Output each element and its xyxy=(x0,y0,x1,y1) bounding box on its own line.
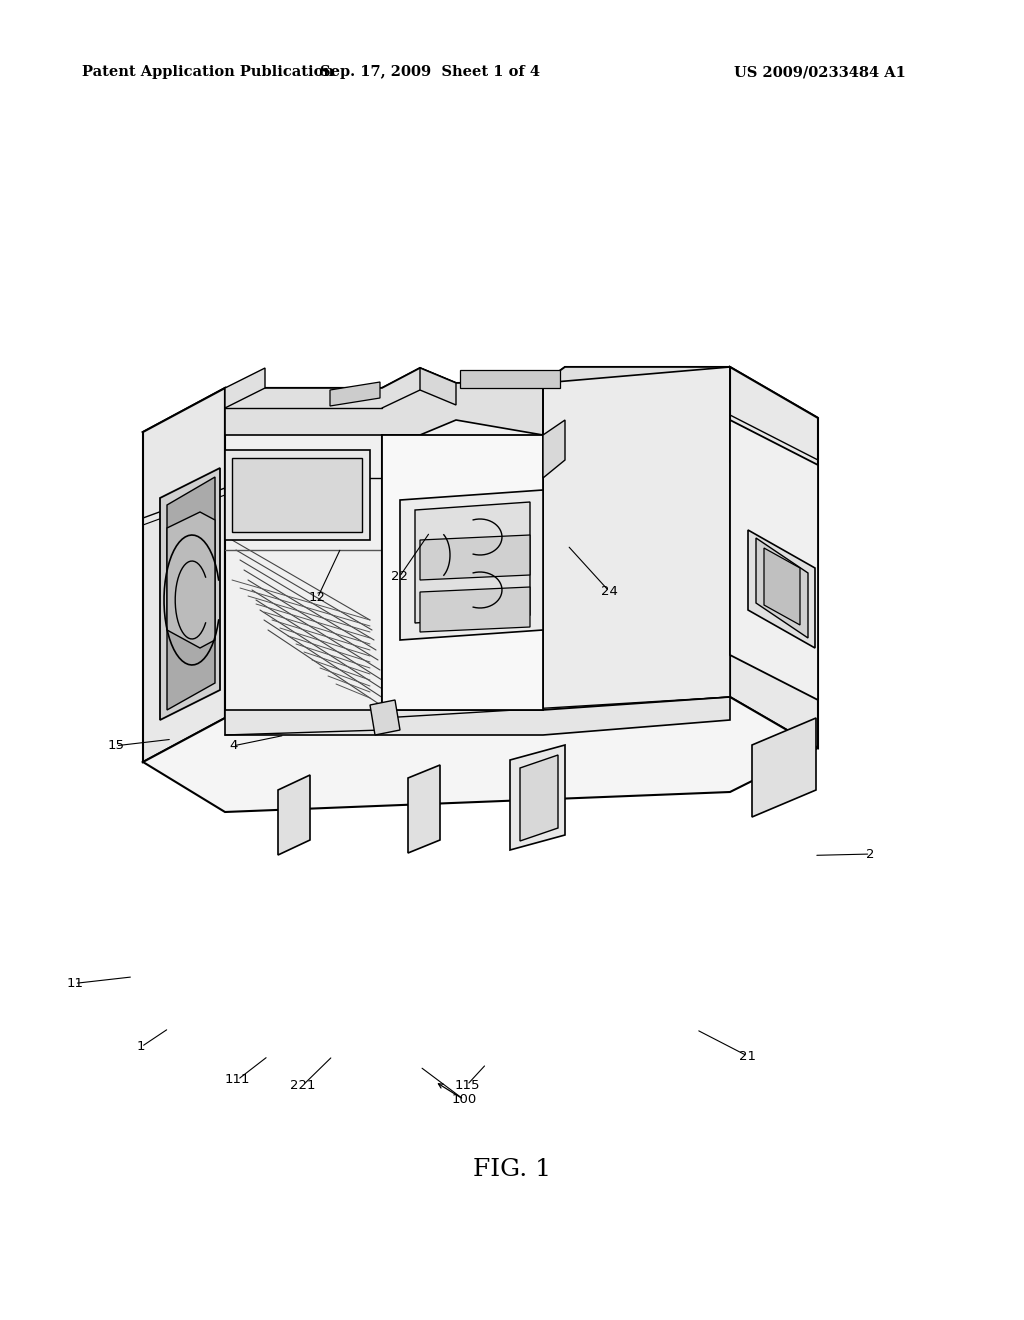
Text: 12: 12 xyxy=(309,591,326,605)
Polygon shape xyxy=(730,367,818,748)
Text: 115: 115 xyxy=(455,1078,479,1092)
Polygon shape xyxy=(510,744,565,850)
Polygon shape xyxy=(460,370,560,388)
Text: 11: 11 xyxy=(67,977,83,990)
Text: 221: 221 xyxy=(291,1078,315,1092)
Polygon shape xyxy=(420,587,530,632)
Polygon shape xyxy=(752,718,816,817)
Text: Sep. 17, 2009  Sheet 1 of 4: Sep. 17, 2009 Sheet 1 of 4 xyxy=(319,65,540,79)
Polygon shape xyxy=(225,388,382,718)
Polygon shape xyxy=(420,368,456,405)
Text: FIG. 1: FIG. 1 xyxy=(473,1159,551,1181)
Text: 22: 22 xyxy=(391,570,408,583)
Text: 2: 2 xyxy=(866,847,874,861)
Polygon shape xyxy=(160,469,220,719)
Polygon shape xyxy=(143,697,818,812)
Polygon shape xyxy=(400,490,543,640)
Polygon shape xyxy=(543,420,565,478)
Polygon shape xyxy=(764,548,800,624)
Text: 4: 4 xyxy=(229,739,238,752)
Polygon shape xyxy=(382,436,543,710)
Polygon shape xyxy=(520,755,558,841)
Polygon shape xyxy=(167,512,215,648)
Text: 100: 100 xyxy=(452,1093,476,1106)
Polygon shape xyxy=(756,539,808,638)
Text: 15: 15 xyxy=(108,739,124,752)
Polygon shape xyxy=(370,700,400,735)
Text: US 2009/0233484 A1: US 2009/0233484 A1 xyxy=(734,65,906,79)
Polygon shape xyxy=(278,775,310,855)
Polygon shape xyxy=(167,477,215,710)
Polygon shape xyxy=(143,367,818,478)
Polygon shape xyxy=(225,367,730,436)
Polygon shape xyxy=(543,367,730,710)
Text: 24: 24 xyxy=(601,585,617,598)
Polygon shape xyxy=(330,381,380,407)
Polygon shape xyxy=(225,450,370,540)
Polygon shape xyxy=(225,697,730,735)
Text: 21: 21 xyxy=(739,1049,756,1063)
Polygon shape xyxy=(143,388,225,762)
Polygon shape xyxy=(225,368,265,408)
Polygon shape xyxy=(420,535,530,579)
Text: Patent Application Publication: Patent Application Publication xyxy=(82,65,334,79)
Text: 1: 1 xyxy=(137,1040,145,1053)
Polygon shape xyxy=(415,502,530,623)
Polygon shape xyxy=(730,420,818,700)
Polygon shape xyxy=(232,458,362,532)
Polygon shape xyxy=(748,531,815,648)
Text: 111: 111 xyxy=(225,1073,250,1086)
Polygon shape xyxy=(408,766,440,853)
